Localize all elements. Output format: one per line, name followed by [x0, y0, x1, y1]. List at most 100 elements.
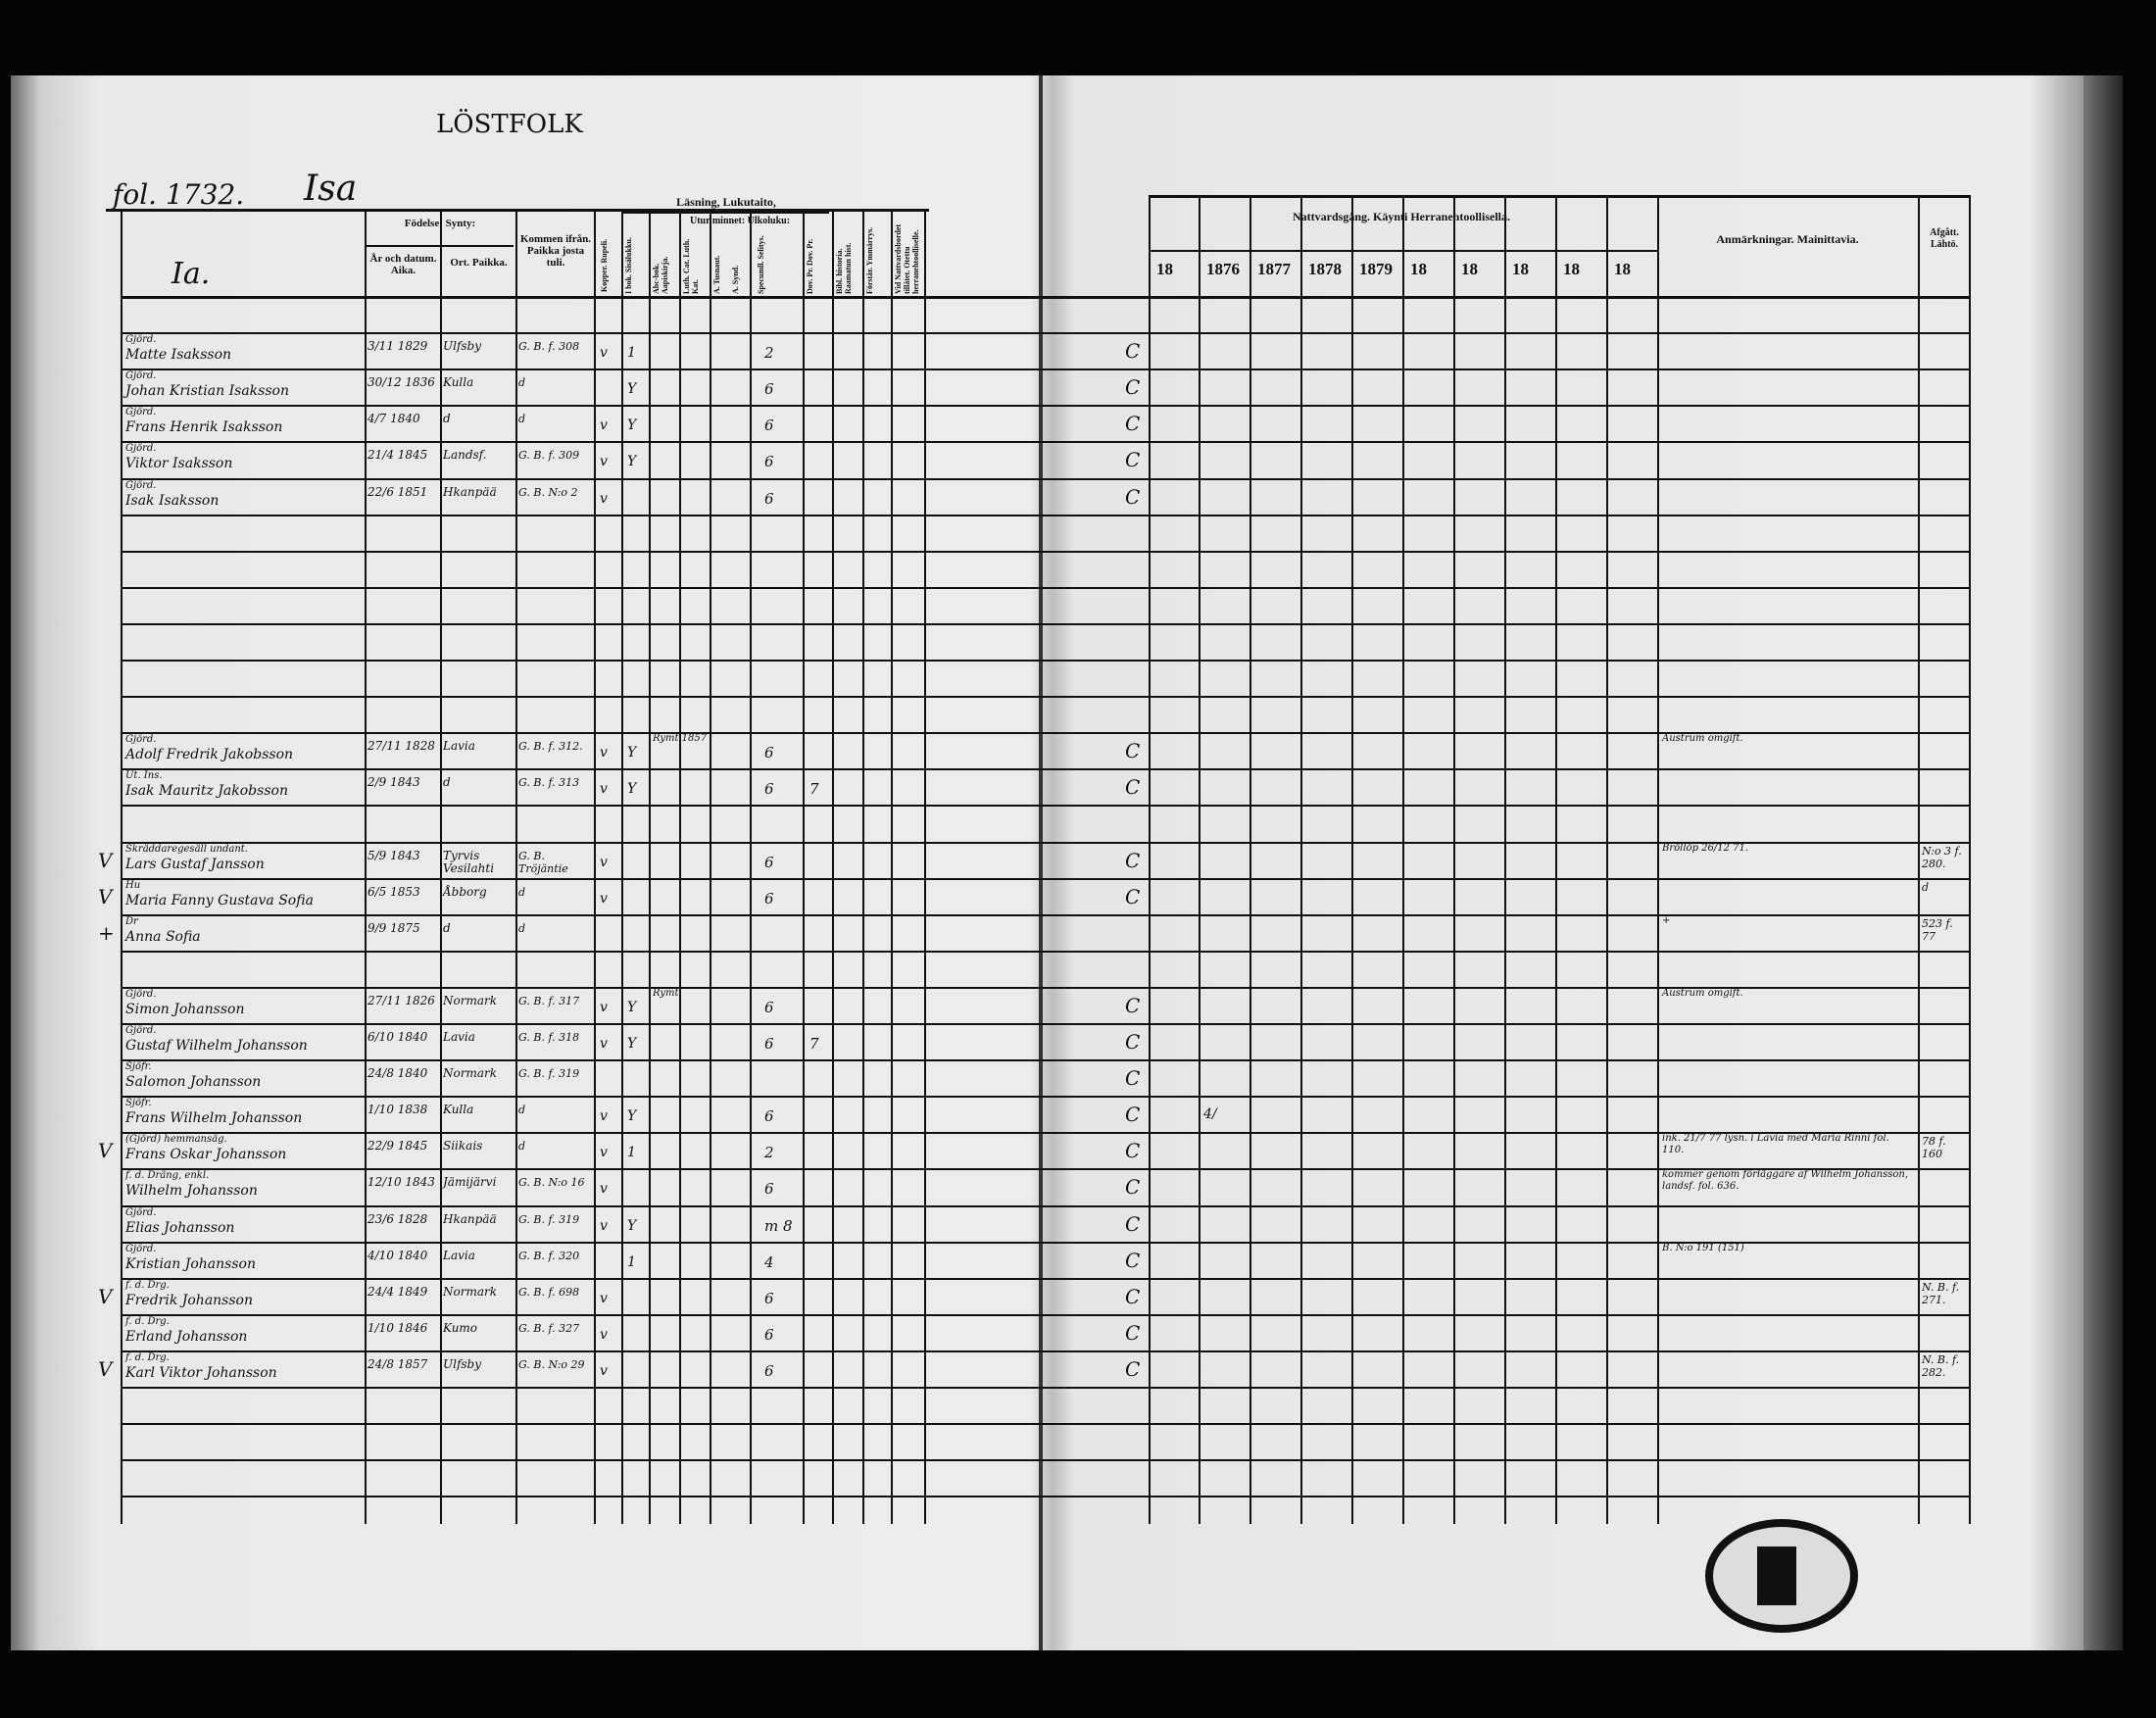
birth-date: 1/10 1846 — [368, 1320, 428, 1335]
occupation: (Gjörd) hemmansäg. — [125, 1134, 227, 1146]
margin-mark: V — [98, 884, 113, 908]
row-rule — [121, 1313, 1969, 1316]
remark: B. N:o 191 (151) — [1662, 1242, 1744, 1253]
occupation: Gjörd. — [125, 443, 157, 455]
person-name: Elias Johansson — [125, 1219, 235, 1236]
birth-date: 30/12 1836 — [368, 375, 435, 390]
vaccination: v — [600, 490, 608, 507]
occupation: Gjörd. — [125, 479, 157, 491]
communion-year: 1876 — [1206, 260, 1240, 278]
communion-mark: C — [1125, 1284, 1141, 1308]
occupation: Gjörd. — [125, 734, 157, 746]
row-rule — [121, 877, 1969, 880]
column-rule — [515, 209, 517, 1524]
header-left: Afgått. Lähtö. — [1930, 227, 1959, 250]
header-from: Kommen ifrån. Paikka josta tuli. — [519, 233, 592, 269]
birth-date: 22/9 1845 — [368, 1139, 428, 1154]
person-name: Matte Isaksson — [125, 347, 232, 364]
birth-date: 23/6 1828 — [368, 1211, 428, 1226]
reading-book: 1 — [627, 345, 636, 362]
birth-place: Tyrvis Vesilahti — [443, 848, 495, 875]
extra-grade: 7 — [809, 780, 819, 799]
came-from: G. B. f. 327 — [518, 1321, 580, 1335]
communion-year: 18 — [1461, 260, 1478, 278]
column-rule — [1606, 195, 1608, 1524]
catechism-grade: 6 — [764, 417, 774, 435]
communion-year: 18 — [1614, 260, 1631, 278]
came-from: d — [518, 413, 526, 426]
came-from: G. B. f. 308 — [518, 340, 580, 354]
catechism-grade: 6 — [764, 998, 774, 1016]
table-top-rule-right — [1149, 195, 1969, 198]
header-sub: Bibl. historia. Raamatun hist. — [835, 242, 853, 294]
catechism-grade: m 8 — [764, 1216, 793, 1235]
row-rule — [121, 1096, 1969, 1099]
column-rule — [365, 209, 367, 1524]
folio-name: Isa — [304, 169, 358, 209]
person-name: Adolf Fredrik Jakobsson — [125, 747, 294, 763]
row-rule — [121, 732, 1969, 735]
annotation: Rymt — [653, 987, 679, 999]
header-birth: Födelse: Synty: — [404, 218, 476, 229]
remark: Bröllöp 26/12 71. — [1662, 842, 1749, 854]
occupation: f. d. Drg. — [125, 1279, 170, 1291]
came-from: d — [518, 1104, 526, 1117]
communion-mark: C — [1125, 775, 1141, 800]
catechism-grade: 6 — [764, 1107, 774, 1126]
occupation: f. d. Drg. — [125, 1315, 170, 1327]
catechism-grade: 2 — [764, 344, 774, 363]
birth-date: 6/10 1840 — [368, 1030, 428, 1044]
departure: N. B. f. 271. — [1922, 1280, 1960, 1306]
person-name: Lars Gustaf Jansson — [125, 856, 265, 872]
column-rule — [832, 209, 834, 1524]
came-from: G. B. Tröjäntie — [518, 849, 568, 875]
church-emblem — [1757, 1546, 1796, 1605]
catechism-grade: 6 — [764, 1325, 774, 1344]
birth-place: Hkanpää — [443, 484, 497, 499]
header-sub: A. Tusnaut. — [712, 255, 721, 294]
vaccination: v — [600, 745, 608, 761]
margin-mark: V — [98, 848, 113, 872]
birth-date: 12/10 1843 — [368, 1175, 435, 1190]
margin-mark: V — [98, 1284, 113, 1308]
header-sub: Förstår. Ymmärrys. — [865, 226, 874, 294]
occupation: Sjöfr. — [125, 1098, 152, 1109]
came-from: G. B. f. 319 — [518, 1067, 580, 1081]
communion-1876: 4/ — [1203, 1106, 1217, 1123]
catechism-grade: 6 — [764, 780, 774, 799]
occupation: Dr — [125, 915, 138, 927]
communion-mark: C — [1125, 1175, 1141, 1200]
came-from: G. B. f. 317 — [518, 994, 580, 1007]
column-rule — [803, 209, 805, 1524]
occupation: f. d. Dräng, enkl. — [125, 1170, 210, 1182]
row-rule — [121, 1496, 1969, 1498]
extra-grade: 7 — [809, 1035, 819, 1053]
column-rule — [1149, 195, 1151, 1524]
catechism-grade: 6 — [764, 380, 774, 399]
birth-date: 4/10 1840 — [368, 1248, 428, 1262]
person-name: Frans Oskar Johansson — [125, 1147, 287, 1163]
came-from: G. B. f. 319 — [518, 1212, 580, 1226]
communion-mark: C — [1125, 1066, 1141, 1091]
vaccination: v — [600, 1326, 608, 1343]
birth-place: Ulfsby — [443, 339, 482, 354]
communion-mark: C — [1125, 1320, 1141, 1345]
communion-mark: C — [1125, 1139, 1141, 1163]
departure: N. B. f. 282. — [1922, 1352, 1960, 1379]
catechism-grade: 6 — [764, 889, 774, 908]
remark: Austrum omgift. — [1662, 987, 1743, 999]
column-rule — [621, 209, 623, 1524]
catechism-grade: 6 — [764, 453, 774, 471]
row-rule — [121, 1059, 1969, 1062]
folio-number: fol. 1732. — [113, 178, 245, 211]
birth-date: 24/4 1849 — [368, 1284, 428, 1299]
person-name: Karl Viktor Johansson — [125, 1364, 277, 1381]
column-rule — [649, 209, 651, 1524]
communion-year: 1879 — [1359, 260, 1393, 278]
communion-mark: C — [1125, 1356, 1141, 1381]
vaccination: v — [600, 454, 608, 470]
header-bottom-rule — [121, 296, 1969, 299]
catechism-grade: 6 — [764, 853, 774, 871]
birth-place: Normark — [443, 1284, 498, 1299]
person-name: Maria Fanny Gustava Sofia — [125, 892, 314, 908]
